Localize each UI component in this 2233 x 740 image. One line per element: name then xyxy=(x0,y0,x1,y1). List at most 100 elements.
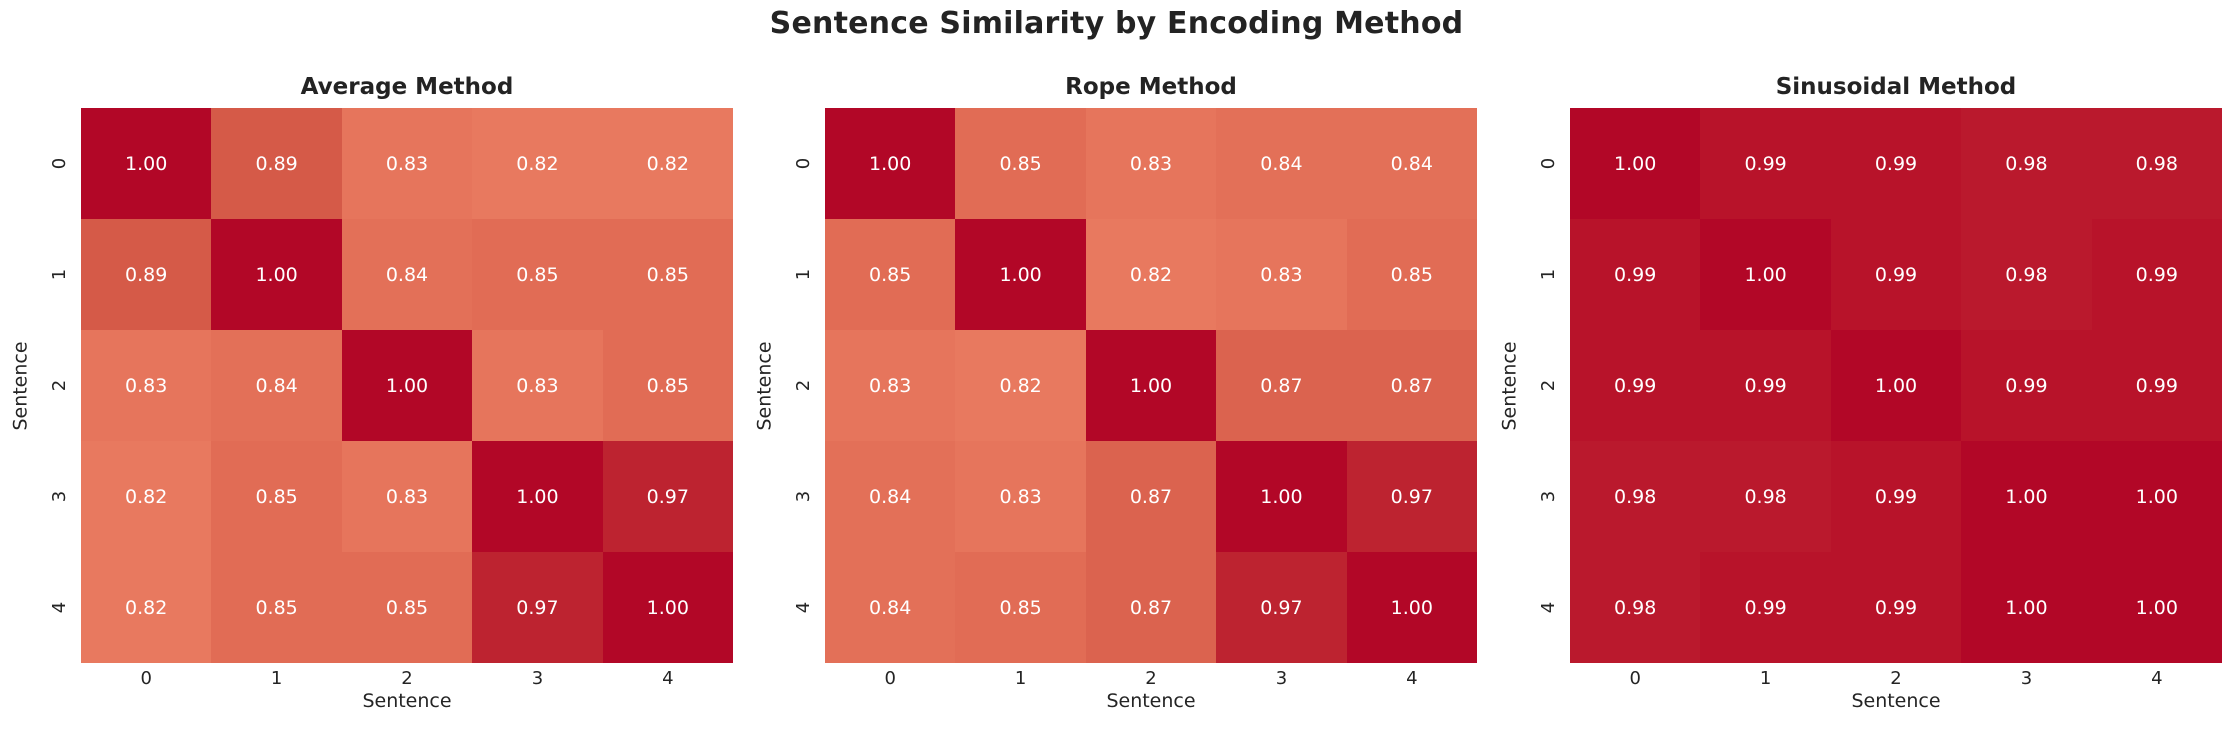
x-axis-ticks: 0 1 2 3 4 xyxy=(1570,665,2222,691)
y-tick-label: 3 xyxy=(49,490,71,503)
heatmap-cell: 0.82 xyxy=(472,108,603,219)
heatmap-cell: 1.00 xyxy=(1085,330,1217,441)
heatmap-cell: 0.83 xyxy=(341,108,473,219)
heatmap-cell: 0.87 xyxy=(1085,552,1217,663)
y-tick-label: 2 xyxy=(49,379,71,392)
heatmap-cell: 0.99 xyxy=(1830,441,1962,552)
heatmap-cell: 0.82 xyxy=(955,330,1086,441)
heatmap-cell: 0.97 xyxy=(1216,552,1347,663)
heatmap-cell: 0.84 xyxy=(211,330,342,441)
y-tick-label: 0 xyxy=(793,157,815,170)
heatmap-cell: 0.83 xyxy=(472,330,603,441)
heatmap-cell: 1.00 xyxy=(1216,441,1347,552)
heatmap-cell: 1.00 xyxy=(1830,330,1962,441)
heatmap-cell: 0.99 xyxy=(1570,330,1701,441)
subplot-title: Sinusoidal Method xyxy=(1775,74,2017,100)
x-tick-label: 4 xyxy=(1406,667,1418,689)
heatmap-cell: 0.85 xyxy=(211,552,342,663)
x-axis-label: Sentence xyxy=(362,690,452,712)
heatmap-cell: 1.00 xyxy=(1570,108,1701,219)
heatmap-cell: 0.82 xyxy=(81,441,212,552)
y-tick-label: 4 xyxy=(1538,601,1560,614)
x-axis-ticks: 0 1 2 3 4 xyxy=(825,665,1477,691)
heatmap-cell: 0.99 xyxy=(1830,219,1962,330)
y-tick-label: 3 xyxy=(1538,490,1560,503)
heatmap-cell: 0.87 xyxy=(1085,441,1217,552)
heatmap-cell: 1.00 xyxy=(1700,219,1831,330)
heatmap-cell: 1.00 xyxy=(955,219,1086,330)
x-tick-label: 0 xyxy=(1629,667,1641,689)
heatmap-cell: 0.99 xyxy=(1830,108,1962,219)
heatmap-cell: 0.97 xyxy=(1346,441,1477,552)
heatmap-cell: 0.87 xyxy=(1346,330,1477,441)
y-axis-label: Sentence xyxy=(4,108,38,663)
heatmap-cell: 0.84 xyxy=(341,219,473,330)
y-tick-label: 2 xyxy=(1538,379,1560,392)
x-tick-label: 1 xyxy=(1014,667,1027,689)
heatmap-cell: 0.85 xyxy=(341,552,473,663)
x-axis-label: Sentence xyxy=(1851,690,1941,712)
heatmap-cell: 0.85 xyxy=(602,330,733,441)
heatmap-cell: 0.85 xyxy=(211,441,342,552)
heatmap-cell: 0.89 xyxy=(211,108,342,219)
heatmap-cell: 0.83 xyxy=(955,441,1086,552)
x-tick-label: 4 xyxy=(662,667,674,689)
heatmap-cell: 0.85 xyxy=(955,552,1086,663)
heatmap-cell: 0.85 xyxy=(602,219,733,330)
heatmap-cell: 0.84 xyxy=(1346,108,1477,219)
heatmap-cell: 1.00 xyxy=(602,552,733,663)
heatmap-cell: 0.87 xyxy=(1216,330,1347,441)
x-tick-label: 0 xyxy=(140,667,152,689)
x-tick-label: 2 xyxy=(1145,667,1157,689)
y-tick-label: 0 xyxy=(49,157,71,170)
x-tick-label: 0 xyxy=(884,667,896,689)
heatmap-cell: 0.82 xyxy=(1085,219,1217,330)
heatmap-cell: 0.98 xyxy=(2091,108,2222,219)
heatmap-cell: 0.85 xyxy=(472,219,603,330)
heatmap-cell: 0.98 xyxy=(1570,441,1701,552)
heatmap-cell: 1.00 xyxy=(2091,441,2222,552)
y-tick-label: 0 xyxy=(1538,157,1560,170)
heatmap-cell: 0.82 xyxy=(81,552,212,663)
heatmap-cell: 1.00 xyxy=(1961,441,2092,552)
x-tick-label: 2 xyxy=(401,667,413,689)
y-axis-label-text: Sentence xyxy=(1499,340,1522,431)
heatmap-cell: 1.00 xyxy=(825,108,956,219)
x-tick-label: 4 xyxy=(2151,667,2163,689)
heatmap-cell: 0.84 xyxy=(1216,108,1347,219)
heatmap-cell: 0.97 xyxy=(472,552,603,663)
subplot-title: Average Method xyxy=(300,74,514,100)
heatmap-cell: 0.84 xyxy=(825,441,956,552)
heatmap-cell: 0.83 xyxy=(341,441,473,552)
y-tick-label: 2 xyxy=(793,379,815,392)
heatmap-cell: 1.00 xyxy=(1961,552,2092,663)
x-tick-label: 2 xyxy=(1890,667,1902,689)
heatmap-cell: 0.84 xyxy=(825,552,956,663)
heatmap-grid: 1.00 0.85 0.83 0.84 0.84 0.85 1.00 0.82 0.83 0.85… xyxy=(825,108,1477,663)
x-tick-label: 1 xyxy=(1759,667,1772,689)
y-axis-ticks: 0 1 2 3 4 xyxy=(1533,108,1565,663)
heatmap-cell: 0.99 xyxy=(1961,330,2092,441)
heatmap-cell: 0.82 xyxy=(602,108,733,219)
heatmap-grid: 1.00 0.99 0.99 0.98 0.98 0.99 1.00 0.99 0.98 0.99… xyxy=(1570,108,2222,663)
heatmap-cell: 0.85 xyxy=(825,219,956,330)
x-tick-label: 3 xyxy=(1275,667,1288,689)
heatmap-cell: 0.99 xyxy=(1700,108,1831,219)
x-tick-label: 3 xyxy=(2020,667,2033,689)
y-tick-label: 1 xyxy=(49,268,71,281)
y-axis-ticks: 0 1 2 3 4 xyxy=(788,108,820,663)
heatmap-cell: 0.85 xyxy=(1346,219,1477,330)
x-axis-ticks: 0 1 2 3 4 xyxy=(81,665,733,691)
y-tick-label: 1 xyxy=(793,268,815,281)
heatmap-cell: 0.99 xyxy=(1700,330,1831,441)
y-axis-label-text: Sentence xyxy=(10,340,33,431)
heatmap-cell: 1.00 xyxy=(81,108,212,219)
heatmap-cell: 0.83 xyxy=(81,330,212,441)
heatmap-cell: 1.00 xyxy=(2091,552,2222,663)
heatmap-cell: 0.99 xyxy=(1570,219,1701,330)
heatmap-cell: 0.98 xyxy=(1961,219,2092,330)
